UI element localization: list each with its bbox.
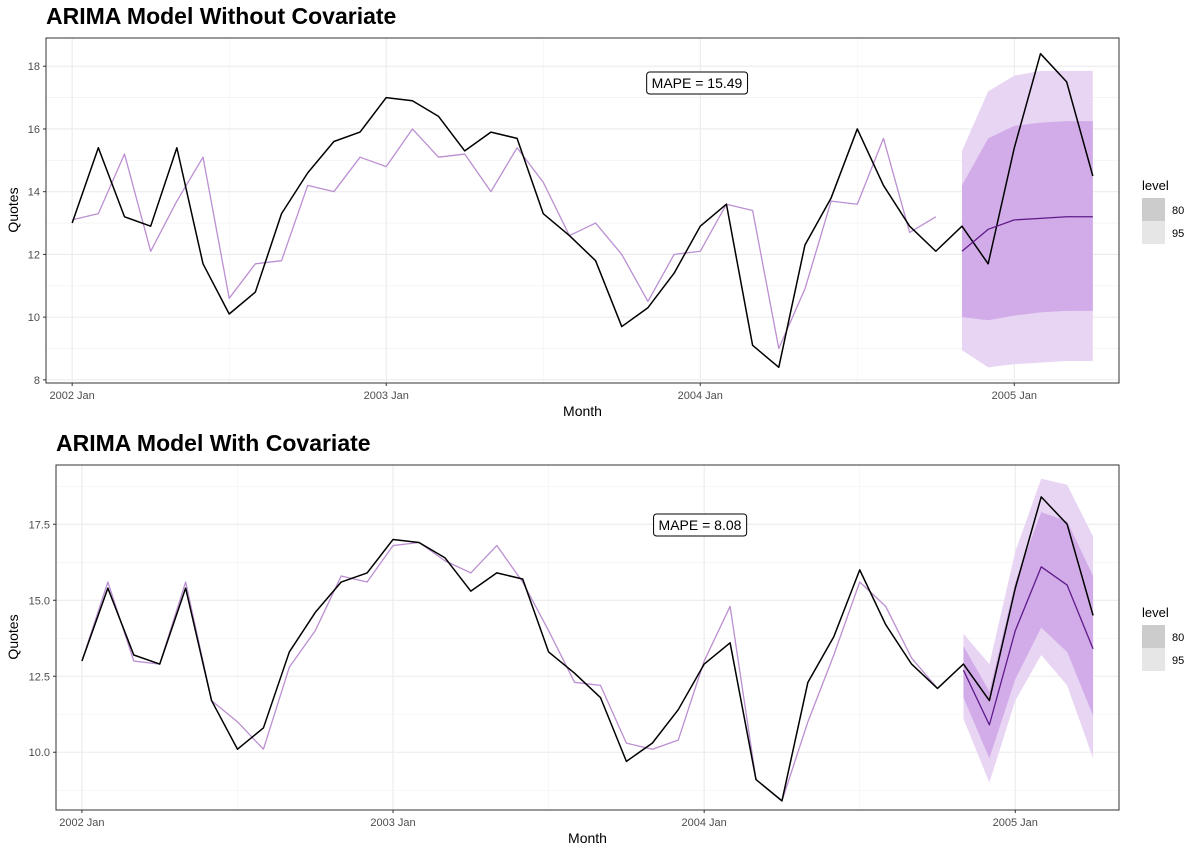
legend-title: level [1142, 178, 1169, 193]
fitted-series-line [81, 541, 939, 802]
y-tick-label: 14 [28, 187, 40, 199]
y-tick-label: 15.0 [29, 595, 50, 607]
legend-key-95 [1142, 221, 1165, 244]
fitted-series-line [72, 128, 937, 350]
actual-series-line [81, 496, 1094, 802]
x-axis-label: Month [568, 830, 607, 846]
interval-80-band [963, 512, 1094, 759]
mape-annotation-box [653, 513, 748, 537]
chart-panel-2: ARIMA Model With Covariate 10.0 12.5 15.0 17… [5, 430, 1184, 846]
y-tick-label: 18 [28, 61, 40, 73]
legend-label-95: 95 [1172, 655, 1184, 667]
legend-label-95: 95 [1172, 228, 1184, 240]
y-tick-label: 17.5 [29, 519, 50, 531]
legend-key-80 [1142, 198, 1165, 221]
x-tick-label: 2004 Jan [678, 390, 723, 402]
legend-label-80: 80 [1172, 632, 1184, 644]
y-tick-label: 8 [34, 375, 40, 387]
forecast-series-line [961, 216, 1093, 252]
mape-annotation-box [646, 71, 749, 95]
chart-title: ARIMA Model With Covariate [56, 430, 371, 456]
x-tick-label: 2005 Jan [993, 817, 1038, 829]
chart-title: ARIMA Model Without Covariate [46, 3, 396, 29]
x-tick-label: 2005 Jan [992, 390, 1037, 402]
plot-border [55, 464, 1120, 811]
forecast-series-line [962, 566, 1094, 726]
plot-border [45, 37, 1120, 384]
legend-label-80: 80 [1172, 205, 1184, 217]
x-tick-label: 2002 Jan [59, 817, 104, 829]
mape-annotation: MAPE = 8.08 [659, 517, 742, 533]
plot-area [46, 38, 1119, 383]
y-axis-label: Quotes [5, 187, 21, 232]
x-tick-label: 2002 Jan [50, 390, 95, 402]
y-tick-label: 10 [28, 312, 40, 324]
chart-panel-1: ARIMA Model Without Covariate 8 10 12 14 16 18… [5, 3, 1184, 419]
x-tick-label: 2003 Jan [364, 390, 409, 402]
y-tick-label: 12.5 [29, 671, 50, 683]
plot-area [56, 465, 1119, 810]
legend-title: level [1142, 605, 1169, 620]
mape-annotation: MAPE = 15.49 [652, 75, 743, 91]
y-tick-label: 10.0 [29, 747, 50, 759]
legend-key-80 [1142, 625, 1165, 648]
legend-key-95 [1142, 648, 1165, 671]
y-tick-label: 16 [28, 124, 40, 136]
y-axis-label: Quotes [5, 614, 21, 659]
x-axis-label: Month [563, 403, 602, 419]
x-tick-label: 2004 Jan [682, 817, 727, 829]
actual-series-line [71, 52, 1094, 369]
y-tick-label: 12 [28, 249, 40, 261]
x-tick-label: 2003 Jan [370, 817, 415, 829]
interval-80-band [961, 121, 1093, 321]
